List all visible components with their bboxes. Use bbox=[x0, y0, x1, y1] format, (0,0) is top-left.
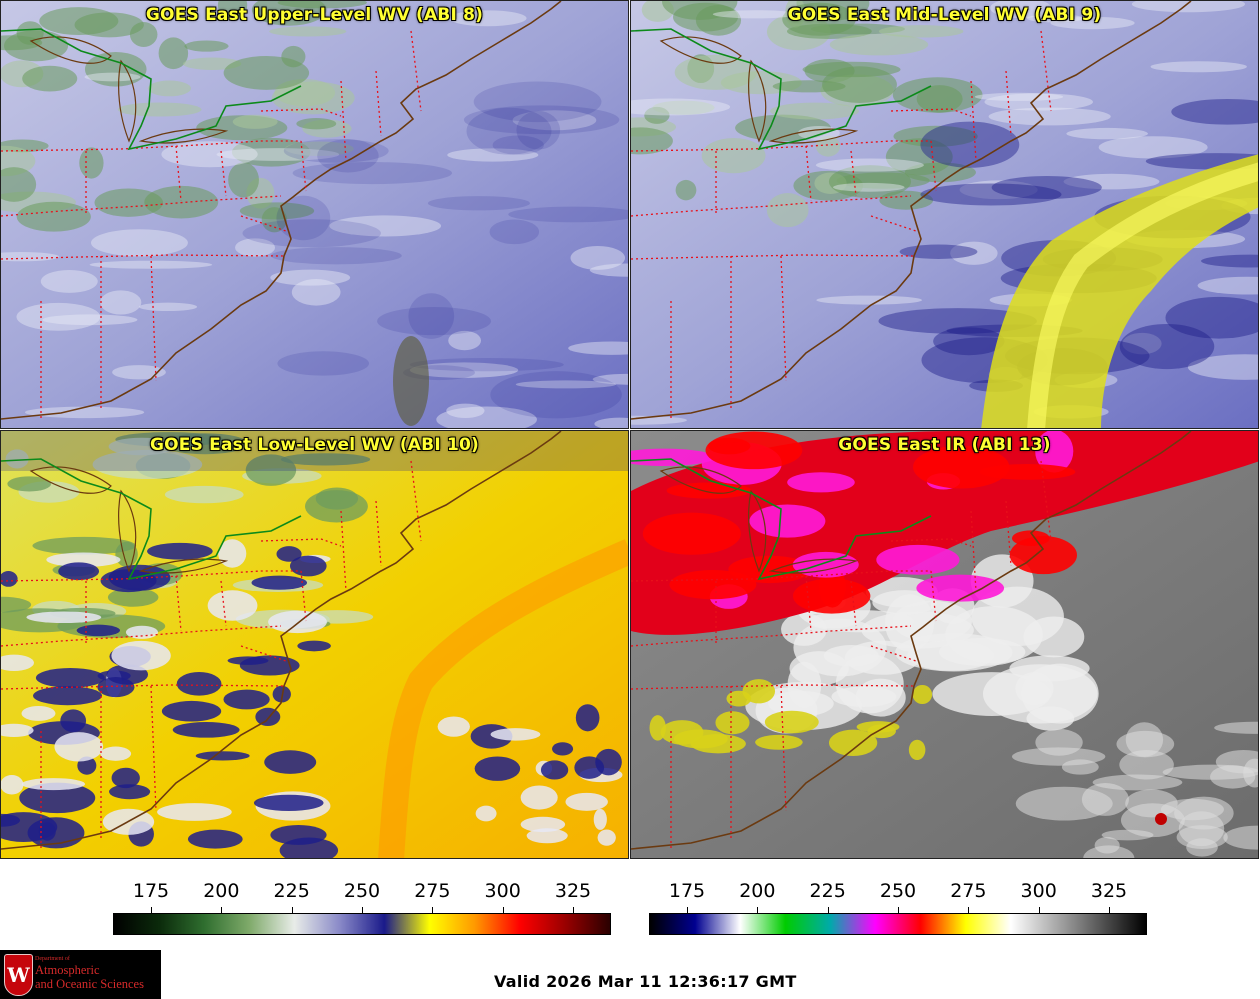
colorbar-tick-label: 300 bbox=[1020, 880, 1057, 902]
colorbar-tick bbox=[291, 907, 293, 913]
map-mid-level-wv bbox=[631, 1, 1258, 428]
colorbar-tick-label: 250 bbox=[879, 880, 917, 902]
map-low-level-wv bbox=[1, 431, 628, 858]
colorbar-tick-label: 175 bbox=[132, 880, 170, 902]
panel-mid-level-wv: GOES East Mid-Level WV (ABI 9) bbox=[630, 0, 1259, 429]
colorbar-tick bbox=[898, 907, 899, 913]
colorbar-tick-label: 300 bbox=[484, 880, 521, 902]
infrared-gradient bbox=[649, 913, 1147, 935]
panel-title: GOES East Upper-Level WV (ABI 8) bbox=[145, 5, 484, 25]
panel-upper-level-wv: GOES East Upper-Level WV (ABI 8) bbox=[0, 0, 629, 429]
colorbar-tick-label: 200 bbox=[203, 880, 240, 902]
colorbar-tick-label: 275 bbox=[414, 880, 451, 902]
colorbar-tick bbox=[221, 907, 223, 913]
colorbar-tick-label: 325 bbox=[554, 880, 592, 902]
colorbar-tick bbox=[362, 907, 363, 913]
colorbar-tick-label: 325 bbox=[1090, 880, 1128, 902]
colorbar-tick bbox=[968, 907, 970, 913]
valid-time: Valid 2026 Mar 11 12:36:17 GMT bbox=[494, 972, 797, 991]
logo-dept: Department of bbox=[35, 956, 70, 962]
colorbar-tick bbox=[687, 907, 688, 913]
logo-line1: Atmospheric bbox=[35, 963, 100, 977]
panel-title: GOES East Low-Level WV (ABI 10) bbox=[149, 435, 479, 455]
colorbar-tick-label: 200 bbox=[739, 880, 776, 902]
colorbar-tick-label: 225 bbox=[809, 880, 846, 902]
infrared-colorbar: 175 200 225 250 275 300 325 bbox=[649, 878, 1147, 936]
water-vapor-colorbar: 175 200 225 250 275 300 325 bbox=[113, 878, 611, 936]
panel-title: GOES East Mid-Level WV (ABI 9) bbox=[787, 5, 1102, 25]
colorbar-tick bbox=[1109, 907, 1110, 913]
colorbar-tick bbox=[432, 907, 434, 913]
panel-low-level-wv: GOES East Low-Level WV (ABI 10) bbox=[0, 430, 629, 859]
colorbar-tick-label: 250 bbox=[343, 880, 381, 902]
map-ir bbox=[631, 431, 1258, 858]
colorbar-tick-label: 225 bbox=[273, 880, 310, 902]
panel-ir: GOES East IR (ABI 13) bbox=[630, 430, 1259, 859]
water-vapor-gradient bbox=[113, 913, 611, 935]
colorbar-tick bbox=[573, 907, 574, 913]
colorbar-tick bbox=[827, 907, 829, 913]
colorbar-tick bbox=[757, 907, 759, 913]
uw-seal-icon: W bbox=[4, 954, 33, 996]
map-upper-level-wv bbox=[1, 1, 628, 428]
colorbar-tick bbox=[1038, 907, 1040, 913]
logo-line2: and Oceanic Sciences bbox=[35, 977, 144, 991]
colorbar-tick-label: 275 bbox=[950, 880, 987, 902]
panel-title: GOES East IR (ABI 13) bbox=[838, 435, 1051, 455]
aos-logo: W Department of Atmospheric and Oceanic … bbox=[0, 950, 161, 999]
colorbar-tick-label: 175 bbox=[668, 880, 706, 902]
colorbar-tick bbox=[502, 907, 504, 913]
colorbar-tick bbox=[151, 907, 152, 913]
